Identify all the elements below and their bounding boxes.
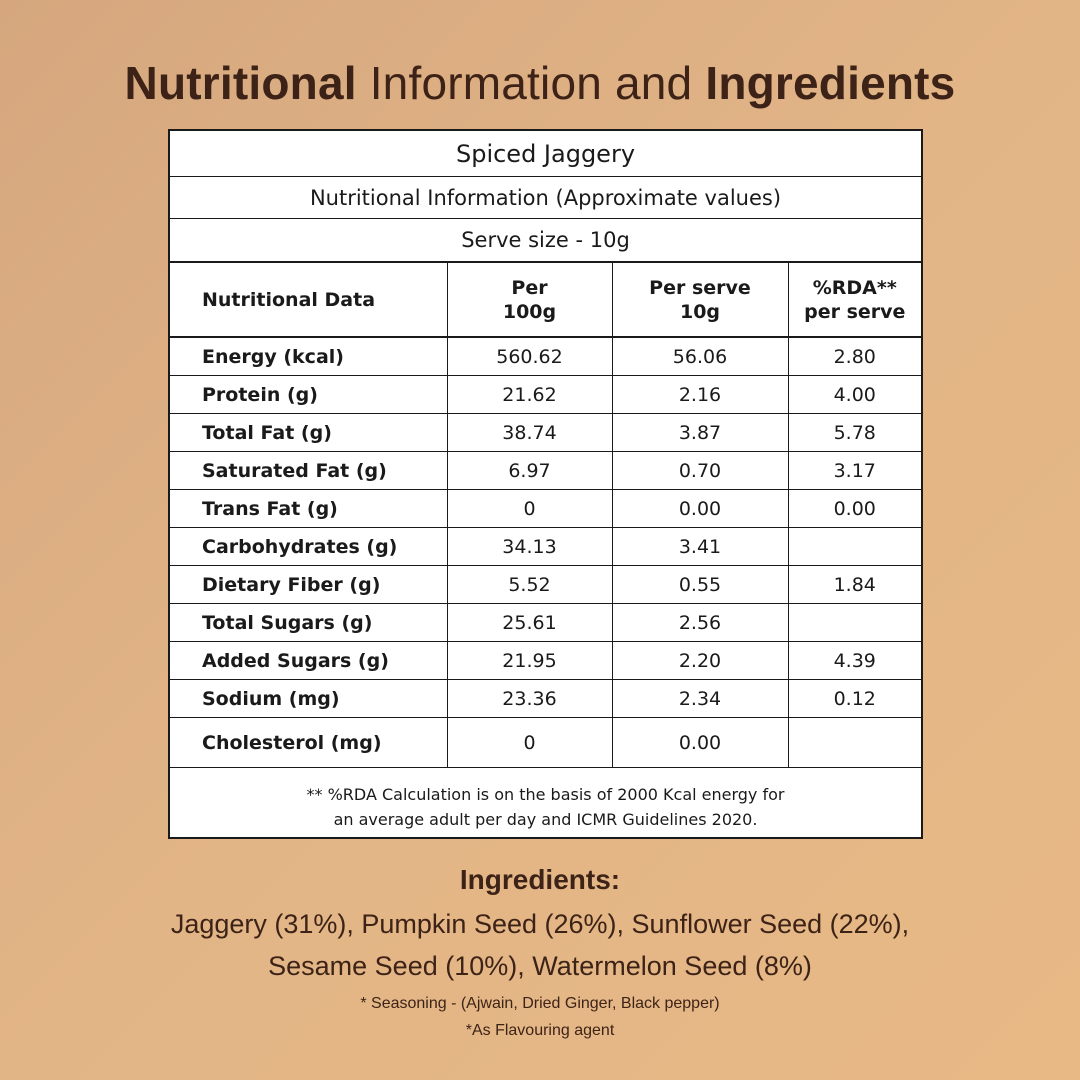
per-100g-value: 0	[447, 717, 613, 768]
page-title: Nutritional Information and Ingredients	[0, 56, 1080, 110]
title-bold-nutritional: Nutritional	[124, 57, 357, 109]
table-subtitle: Nutritional Information (Approximate val…	[170, 177, 921, 219]
table-row: Carbohydrates (g) 34.13 3.41	[170, 527, 921, 566]
rda-value: 1.84	[788, 565, 921, 604]
per-serve-value: 2.20	[612, 641, 789, 680]
ingredients-list: Jaggery (31%), Pumpkin Seed (26%), Sunfl…	[90, 903, 990, 987]
table-row: Added Sugars (g) 21.95 2.20 4.39	[170, 641, 921, 680]
table-row: Saturated Fat (g) 6.97 0.70 3.17	[170, 451, 921, 490]
title-bold-ingredients: Ingredients	[705, 57, 956, 109]
rda-value: 0.12	[788, 679, 921, 718]
nutrient-name: Energy (kcal)	[170, 337, 448, 376]
rda-value: 0.00	[788, 489, 921, 528]
per-100g-value: 25.61	[447, 603, 613, 642]
ingredients-line-1: Jaggery (31%), Pumpkin Seed (26%), Sunfl…	[170, 909, 910, 939]
table-header-row: Nutritional Data Per 100g Per serve 10g …	[170, 263, 921, 338]
flavouring-note: *As Flavouring agent	[465, 1022, 615, 1039]
nutrient-name: Added Sugars (g)	[170, 641, 448, 680]
per-serve-value: 3.41	[612, 527, 789, 566]
nutrient-name: Dietary Fiber (g)	[170, 565, 448, 604]
ingredients-line-2: Sesame Seed (10%), Watermelon Seed (8%)	[268, 951, 812, 981]
rda-value: 2.80	[788, 337, 921, 376]
seasoning-note: * Seasoning - (Ajwain, Dried Ginger, Bla…	[360, 995, 720, 1012]
per-serve-value: 2.16	[612, 375, 789, 414]
column-header-rda-text: %RDA** per serve	[804, 276, 906, 323]
rda-value: 4.00	[788, 375, 921, 414]
table-row: Energy (kcal) 560.62 56.06 2.80	[170, 337, 921, 376]
nutrient-name: Total Sugars (g)	[170, 603, 448, 642]
nutrient-name: Carbohydrates (g)	[170, 527, 448, 566]
column-header-per-100g: Per 100g	[447, 263, 613, 338]
per-100g-value: 21.95	[447, 641, 613, 680]
nutrient-name: Cholesterol (mg)	[170, 717, 448, 768]
column-header-rda: %RDA** per serve	[788, 263, 921, 338]
per-serve-value: 3.87	[612, 413, 789, 452]
column-header-per-serve-text: Per serve 10g	[649, 276, 751, 323]
per-100g-value: 34.13	[447, 527, 613, 566]
table-row: Total Sugars (g) 25.61 2.56	[170, 603, 921, 642]
table-row: Trans Fat (g) 0 0.00 0.00	[170, 489, 921, 528]
per-serve-value: 0.70	[612, 451, 789, 490]
rda-value	[788, 717, 921, 768]
per-100g-value: 0	[447, 489, 613, 528]
per-100g-value: 23.36	[447, 679, 613, 718]
table-row: Sodium (mg) 23.36 2.34 0.12	[170, 679, 921, 718]
per-100g-value: 5.52	[447, 565, 613, 604]
per-serve-value: 0.00	[612, 489, 789, 528]
rda-value: 5.78	[788, 413, 921, 452]
ingredients-heading: Ingredients:	[459, 864, 621, 895]
serve-size: Serve size - 10g	[170, 219, 921, 263]
per-100g-value: 38.74	[447, 413, 613, 452]
per-serve-value: 2.34	[612, 679, 789, 718]
product-name: Spiced Jaggery	[170, 131, 921, 177]
nutrient-name: Saturated Fat (g)	[170, 451, 448, 490]
nutrition-table: Spiced Jaggery Nutritional Information (…	[168, 129, 923, 839]
per-serve-value: 0.00	[612, 717, 789, 768]
per-serve-value: 0.55	[612, 565, 789, 604]
rda-value: 3.17	[788, 451, 921, 490]
footnote-line-2: an average adult per day and ICMR Guidel…	[333, 810, 758, 829]
table-row: Cholesterol (mg) 0 0.00	[170, 717, 921, 768]
nutrient-name: Total Fat (g)	[170, 413, 448, 452]
rda-value: 4.39	[788, 641, 921, 680]
table-row: Total Fat (g) 38.74 3.87 5.78	[170, 413, 921, 452]
table-row: Protein (g) 21.62 2.16 4.00	[170, 375, 921, 414]
rda-value	[788, 603, 921, 642]
nutrition-data-grid: Nutritional Data Per 100g Per serve 10g …	[170, 263, 921, 768]
rda-value	[788, 527, 921, 566]
per-100g-value: 21.62	[447, 375, 613, 414]
table-row: Dietary Fiber (g) 5.52 0.55 1.84	[170, 565, 921, 604]
nutrient-name: Trans Fat (g)	[170, 489, 448, 528]
title-regular-part: Information and	[369, 57, 693, 109]
column-header-per-100g-text: Per 100g	[502, 276, 557, 323]
per-100g-value: 6.97	[447, 451, 613, 490]
rda-footnote: ** %RDA Calculation is on the basis of 2…	[170, 768, 921, 832]
footnote-line-1: ** %RDA Calculation is on the basis of 2…	[306, 785, 785, 804]
nutrient-name: Protein (g)	[170, 375, 448, 414]
per-100g-value: 560.62	[447, 337, 613, 376]
per-serve-value: 56.06	[612, 337, 789, 376]
column-header-nutritional-data: Nutritional Data	[170, 263, 448, 338]
per-serve-value: 2.56	[612, 603, 789, 642]
column-header-per-serve: Per serve 10g	[612, 263, 789, 338]
nutrient-name: Sodium (mg)	[170, 679, 448, 718]
